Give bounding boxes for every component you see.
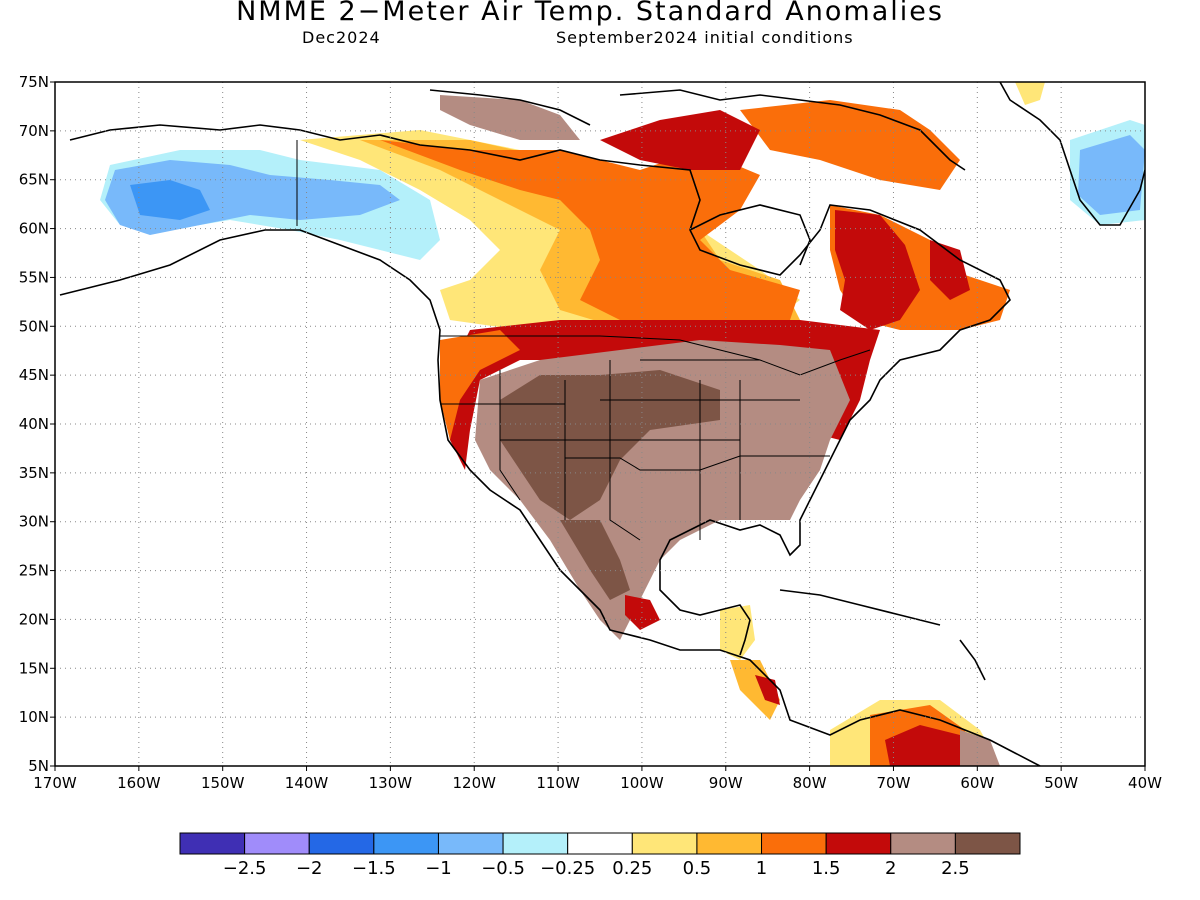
- latitude-labels: 75N 70N 65N 60N 55N 50N 45N 40N 35N 30N 25N 20N 15N 1…: [19, 73, 55, 775]
- longitude-label: 90W: [709, 774, 743, 792]
- longitude-label: 110W: [536, 774, 580, 792]
- longitude-label: 160W: [117, 774, 161, 792]
- colorbar-swatch: [567, 832, 633, 855]
- mexico-red-anomaly: [625, 595, 660, 630]
- latitude-label: 55N: [19, 268, 49, 286]
- colorbar-label: 2: [885, 858, 896, 879]
- greenland-yellow-anomaly: [1015, 82, 1045, 105]
- latitude-label: 40N: [19, 415, 49, 433]
- colorbar-swatch: [890, 832, 956, 855]
- longitude-label: 70W: [877, 774, 911, 792]
- colorbar-swatch: [825, 832, 892, 855]
- longitude-label: 50W: [1044, 774, 1078, 792]
- labrador-red-anomaly: [930, 240, 970, 300]
- colorbar-swatch: [502, 832, 569, 855]
- longitude-label: 40W: [1128, 774, 1162, 792]
- colorbar-swatch: [373, 832, 439, 855]
- mexico-strong-anomaly: [560, 520, 630, 600]
- alaska-medium-negative: [130, 180, 210, 220]
- longitude-label: 120W: [452, 774, 496, 792]
- latitude-label: 65N: [19, 171, 49, 189]
- colorbar: [179, 832, 1021, 855]
- colorbar-swatch: [696, 832, 763, 855]
- colorbar-swatch: [954, 832, 1021, 855]
- colorbar-swatch: [179, 832, 246, 855]
- south-america-brown: [960, 730, 1000, 766]
- latitude-label: 75N: [19, 73, 49, 91]
- longitude-label: 60W: [960, 774, 994, 792]
- arctic-red-anomaly: [600, 110, 760, 170]
- longitude-label: 130W: [369, 774, 413, 792]
- colorbar-swatch: [308, 832, 375, 855]
- colorbar-swatch: [631, 832, 698, 855]
- central-america-red: [755, 675, 780, 705]
- pacific-northwest-orange: [440, 330, 520, 440]
- arctic-brown-anomaly: [440, 95, 580, 140]
- colorbar-swatch: [761, 832, 827, 855]
- colorbar-label: −1.5: [352, 858, 396, 879]
- arctic-orange-anomaly: [740, 100, 960, 190]
- longitude-labels: 170W 160W 150W 140W 130W 120W 110W 100W 90W 80W 70…: [33, 766, 1162, 792]
- latitude-label: 45N: [19, 366, 49, 384]
- target-month-label: Dec2024: [302, 28, 381, 47]
- colorbar-swatch: [244, 832, 310, 855]
- colorbar-label: −1: [425, 858, 452, 879]
- latitude-label: 30N: [19, 513, 49, 531]
- latitude-label: 70N: [19, 122, 49, 140]
- init-conditions-label: September2024 initial conditions: [556, 28, 854, 47]
- latitude-label: 20N: [19, 610, 49, 628]
- longitude-label: 170W: [33, 774, 77, 792]
- colorbar-label: −2: [296, 858, 323, 879]
- latitude-label: 25N: [19, 562, 49, 580]
- colorbar-label: −0.5: [481, 858, 525, 879]
- anomaly-fields: [55, 82, 1145, 766]
- colorbar-label: 1.5: [812, 858, 841, 879]
- graticule: [55, 82, 1145, 766]
- map-title: NMME 2−Meter Air Temp. Standard Anomalie…: [236, 0, 944, 27]
- colorbar-label: −2.5: [223, 858, 267, 879]
- longitude-label: 80W: [793, 774, 827, 792]
- latitude-label: 5N: [28, 757, 49, 775]
- political-borders: [296, 140, 871, 541]
- latitude-label: 35N: [19, 464, 49, 482]
- colorbar-label: 2.5: [941, 858, 970, 879]
- longitude-label: 140W: [285, 774, 329, 792]
- latitude-label: 50N: [19, 317, 49, 335]
- latitude-label: 60N: [19, 220, 49, 238]
- colorbar-label: −0.25: [540, 858, 595, 879]
- longitude-label: 150W: [201, 774, 245, 792]
- colorbar-labels: −2.5 −2 −1.5 −1 −0.5 −0.25 0.25 0.5 1 1.5 2 2.5: [223, 858, 970, 879]
- central-america-orange: [730, 660, 780, 720]
- quebec-strong-anomaly: [835, 210, 920, 330]
- greenland-negative-anomaly: [1078, 135, 1145, 215]
- central-america-yellow: [720, 605, 755, 660]
- latitude-label: 15N: [19, 659, 49, 677]
- colorbar-label: 1: [756, 858, 767, 879]
- colorbar-swatch: [437, 832, 504, 855]
- south-america-red: [885, 725, 965, 766]
- longitude-label: 100W: [620, 774, 664, 792]
- colorbar-label: 0.25: [612, 858, 652, 879]
- latitude-label: 10N: [19, 708, 49, 726]
- colorbar-label: 0.5: [683, 858, 712, 879]
